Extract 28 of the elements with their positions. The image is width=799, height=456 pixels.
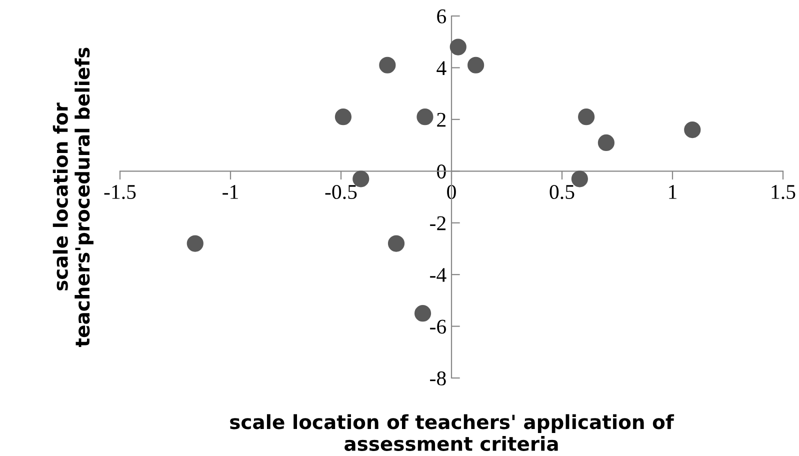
y-axis-title: scale location for teachers'procedural beliefs bbox=[52, 48, 94, 347]
x-tick-label: -0.5 bbox=[325, 184, 357, 200]
y-tick-label: -6 bbox=[430, 320, 446, 334]
y-tick-label: 6 bbox=[437, 9, 446, 24]
point bbox=[684, 121, 701, 138]
point bbox=[388, 235, 405, 252]
x-tick-label: -1 bbox=[222, 185, 238, 199]
point bbox=[598, 134, 614, 151]
y-tick-label: 0 bbox=[437, 164, 446, 179]
point bbox=[578, 108, 595, 126]
x-tick-label: 0.5 bbox=[550, 184, 574, 200]
point bbox=[468, 56, 484, 74]
y-tick-label: -8 bbox=[430, 371, 446, 386]
y-tick-label: 4 bbox=[436, 61, 446, 75]
x-tick-label: -1.5 bbox=[104, 185, 136, 200]
y-tick-label: -4 bbox=[430, 268, 446, 282]
x-tick-label: 1 bbox=[669, 185, 676, 199]
point bbox=[416, 108, 434, 126]
point bbox=[334, 108, 352, 126]
x-tick-label: 0 bbox=[447, 184, 456, 199]
x-axis-title: scale location of teachers' application of assessment criteria bbox=[230, 414, 674, 452]
x-tick-label: 1.5 bbox=[772, 185, 796, 200]
y-tick-label: -2 bbox=[430, 216, 446, 230]
y-tick-label: 2 bbox=[437, 112, 446, 127]
point bbox=[379, 56, 396, 74]
point bbox=[186, 235, 204, 252]
point bbox=[450, 38, 466, 56]
point bbox=[414, 305, 432, 322]
